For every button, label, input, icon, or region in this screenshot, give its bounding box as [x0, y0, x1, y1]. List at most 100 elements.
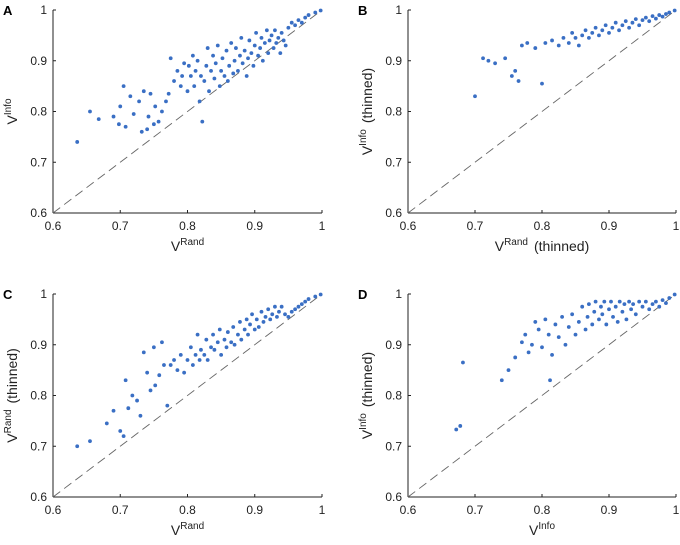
data-point	[613, 20, 618, 25]
data-point	[160, 109, 164, 114]
data-point	[516, 79, 521, 83]
y-tick-label: 0.8	[30, 389, 47, 403]
data-point	[229, 340, 234, 345]
data-point	[610, 25, 615, 30]
data-point	[145, 127, 150, 132]
data-point	[131, 112, 136, 116]
data-point	[576, 43, 581, 48]
data-point	[211, 53, 215, 58]
data-point	[254, 317, 259, 322]
y-tick-label: 0.6	[385, 490, 402, 504]
y-axis-label: VInfo	[3, 98, 20, 124]
data-point	[293, 23, 297, 28]
data-point	[236, 332, 240, 337]
data-point	[536, 327, 541, 332]
data-point	[185, 89, 190, 94]
data-point	[520, 43, 524, 48]
identity-diagonal-line	[52, 9, 323, 214]
data-point	[318, 292, 323, 297]
data-point	[205, 46, 210, 50]
data-point	[283, 312, 287, 317]
data-point	[637, 299, 642, 304]
data-point	[631, 302, 636, 307]
data-point	[118, 104, 123, 109]
data-point	[270, 312, 275, 317]
data-point	[165, 403, 170, 408]
data-point	[530, 342, 534, 347]
y-tick-label: 0.9	[385, 338, 402, 352]
data-point	[600, 28, 605, 33]
y-tick-label: 0.7	[30, 439, 47, 453]
data-point	[640, 304, 645, 309]
data-point	[278, 51, 283, 56]
data-point	[117, 122, 121, 127]
data-point	[157, 373, 162, 378]
data-point	[640, 18, 645, 23]
x-tick-label: 0.8	[179, 503, 196, 517]
data-point	[580, 33, 585, 38]
data-point	[657, 304, 662, 309]
data-point	[664, 12, 668, 16]
data-point	[242, 327, 247, 332]
data-point	[473, 94, 477, 99]
data-point	[540, 81, 544, 86]
data-point	[168, 363, 173, 367]
data-point	[313, 10, 318, 15]
data-point	[225, 330, 230, 334]
data-point	[205, 358, 210, 362]
data-point	[499, 378, 504, 383]
data-point	[607, 30, 611, 35]
data-point	[654, 16, 658, 21]
data-point	[503, 56, 508, 61]
data-point	[560, 314, 564, 319]
data-point	[617, 299, 622, 304]
data-point	[633, 17, 638, 22]
data-point	[164, 99, 168, 104]
data-point	[238, 53, 242, 58]
data-point	[175, 368, 180, 373]
data-point	[193, 353, 198, 357]
data-point	[215, 43, 220, 48]
data-point	[657, 13, 662, 17]
data-point	[617, 28, 621, 33]
data-point	[296, 304, 301, 309]
data-point	[599, 304, 603, 309]
data-point	[111, 408, 116, 413]
data-point	[111, 114, 116, 119]
data-point	[543, 317, 548, 322]
data-point	[224, 48, 229, 53]
data-point	[271, 46, 276, 50]
data-point	[262, 41, 267, 45]
data-point	[123, 124, 128, 129]
data-point	[481, 56, 485, 61]
data-point	[273, 28, 277, 33]
data-point	[232, 58, 237, 63]
panel-label: B	[358, 3, 367, 18]
data-point	[660, 14, 665, 19]
data-point	[566, 325, 571, 329]
data-point	[587, 36, 591, 40]
data-point	[212, 347, 217, 352]
data-point	[269, 33, 274, 38]
data-point	[160, 340, 164, 345]
data-point	[178, 353, 183, 357]
data-point	[277, 309, 281, 314]
data-point	[153, 383, 158, 388]
data-point	[234, 46, 238, 50]
data-point	[172, 79, 176, 83]
data-point	[252, 43, 257, 48]
data-point	[141, 89, 146, 94]
data-point	[286, 314, 291, 319]
x-tick-label: 0.7	[112, 219, 129, 233]
identity-diagonal-line	[52, 293, 323, 498]
data-point	[202, 79, 207, 83]
data-point	[238, 320, 242, 324]
data-point	[139, 129, 144, 134]
data-point	[622, 302, 627, 307]
data-point	[299, 302, 304, 307]
data-point	[643, 299, 648, 304]
data-point	[620, 23, 625, 28]
data-point	[660, 298, 665, 302]
data-point	[630, 20, 635, 25]
data-point	[130, 393, 135, 398]
